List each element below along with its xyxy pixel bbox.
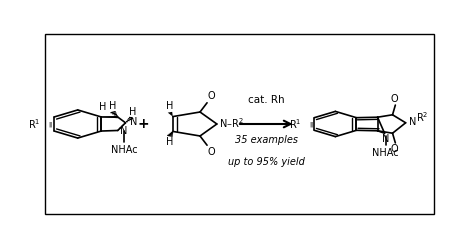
Text: R$^1$: R$^1$ xyxy=(27,117,40,131)
Text: R$^1$: R$^1$ xyxy=(289,117,301,131)
Text: O: O xyxy=(391,94,398,104)
Text: N: N xyxy=(410,117,417,127)
Text: N: N xyxy=(120,126,128,136)
Text: O: O xyxy=(208,147,216,157)
Text: H: H xyxy=(166,137,173,147)
Text: O: O xyxy=(208,91,216,101)
Text: up to 95% yield: up to 95% yield xyxy=(228,156,305,167)
Text: N: N xyxy=(382,134,389,144)
Text: R$^2$: R$^2$ xyxy=(416,110,428,124)
Text: ||: || xyxy=(48,121,53,127)
Text: H: H xyxy=(99,102,106,112)
Polygon shape xyxy=(101,116,118,118)
Text: ||: || xyxy=(309,121,313,127)
Text: +: + xyxy=(137,117,149,131)
Text: H: H xyxy=(129,107,136,117)
Polygon shape xyxy=(168,112,173,117)
Text: O: O xyxy=(391,144,398,154)
Text: N: N xyxy=(130,117,137,127)
Text: NHAc: NHAc xyxy=(111,145,137,155)
Text: 35 examples: 35 examples xyxy=(235,135,298,145)
Text: H: H xyxy=(166,101,173,111)
Text: cat. Rh: cat. Rh xyxy=(248,95,284,105)
Text: N–R$^2$: N–R$^2$ xyxy=(219,117,244,130)
Text: H: H xyxy=(109,101,117,111)
Text: NHAc: NHAc xyxy=(372,148,399,158)
